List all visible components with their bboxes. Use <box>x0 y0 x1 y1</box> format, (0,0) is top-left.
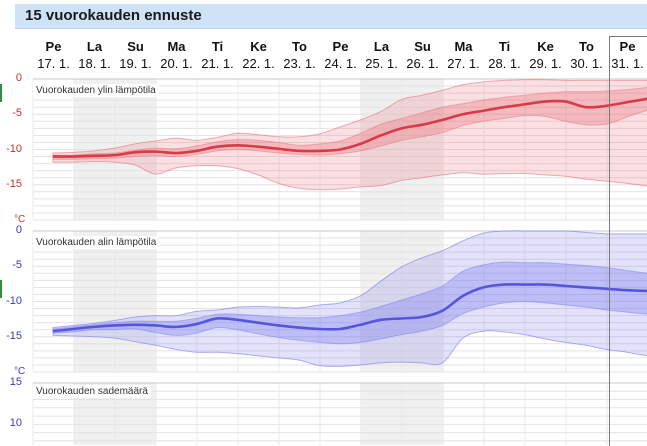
date-label: 27. 1. <box>447 56 480 71</box>
day-header: Pe 31. 1. <box>607 38 647 76</box>
day-header: Ma 20. 1. <box>156 38 197 76</box>
weekend-shading <box>361 383 402 445</box>
date-label: 22. 1. <box>242 56 275 71</box>
title-bar: 15 vuorokauden ennuste <box>15 4 647 29</box>
max-temp-unit: °C <box>14 214 26 225</box>
day-header: Ti 28. 1. <box>484 38 525 76</box>
day-header: Su 26. 1. <box>402 38 443 76</box>
page-title: 15 vuorokauden ennuste <box>25 7 202 24</box>
y-tick-label: -5 <box>12 259 22 272</box>
weekday-label: Pe <box>45 39 62 54</box>
weekday-label: Ma <box>167 39 186 54</box>
weekday-label: La <box>86 39 103 54</box>
date-label: 30. 1. <box>570 56 603 71</box>
day-header: Pe 24. 1. <box>320 38 361 76</box>
min-temp-unit: °C <box>14 366 26 377</box>
day-header: Ke 29. 1. <box>525 38 566 76</box>
date-label: 20. 1. <box>160 56 193 71</box>
date-label: 23. 1. <box>283 56 316 71</box>
day-header: Ma 27. 1. <box>443 38 484 76</box>
left-edge-mark <box>0 84 2 102</box>
weekday-label: Pe <box>332 39 349 54</box>
left-edge-mark <box>0 280 2 298</box>
day-header: La 18. 1. <box>74 38 115 76</box>
precip-panel-title: Vuorokauden sademäärä <box>33 385 151 398</box>
date-label: 29. 1. <box>529 56 562 71</box>
date-label: 24. 1. <box>324 56 357 71</box>
day-header: To 30. 1. <box>566 38 607 76</box>
weekday-label: Su <box>414 39 431 54</box>
weekday-label: Ke <box>250 39 267 54</box>
y-tick-label: -15 <box>6 329 22 342</box>
y-tick-label: -5 <box>12 107 22 120</box>
date-label: 17. 1. <box>37 56 70 71</box>
weekday-label: Su <box>127 39 144 54</box>
max-temp-inner-band <box>52 87 647 160</box>
min-temp-outer-band <box>52 230 647 367</box>
y-tick-label: -15 <box>6 177 22 190</box>
date-label: 26. 1. <box>406 56 439 71</box>
y-tick-label: 0 <box>15 72 22 84</box>
date-label: 18. 1. <box>78 56 111 71</box>
weekday-label: Ke <box>537 39 554 54</box>
weekday-label: Pe <box>619 39 636 54</box>
day-header: To 23. 1. <box>279 38 320 76</box>
date-label: 19. 1. <box>119 56 152 71</box>
weekend-shading <box>402 383 443 445</box>
day-header: La 25. 1. <box>361 38 402 76</box>
min-temp-median-line <box>52 283 647 333</box>
y-tick-label: 10 <box>9 417 22 430</box>
y-tick-label: -10 <box>6 142 22 155</box>
y-tick-label: 15 <box>9 376 22 388</box>
weekday-label: La <box>373 39 390 54</box>
day-header: Ti 21. 1. <box>197 38 238 76</box>
day-header: Su 19. 1. <box>115 38 156 76</box>
max-temp-median-line <box>52 97 647 158</box>
weekday-label: Ti <box>498 39 511 54</box>
weekday-label: To <box>292 39 307 54</box>
max-temp-panel-title: Vuorokauden ylin lämpötila <box>33 84 159 97</box>
y-tick-label: 0 <box>15 224 22 236</box>
y-tick-label: -10 <box>6 294 22 307</box>
date-label: 28. 1. <box>488 56 521 71</box>
day-header: Ke 22. 1. <box>238 38 279 76</box>
weekday-label: To <box>579 39 594 54</box>
date-label: 21. 1. <box>201 56 234 71</box>
weekday-label: Ti <box>211 39 224 54</box>
day-header: Pe 17. 1. <box>33 38 74 76</box>
weekday-label: Ma <box>454 39 473 54</box>
date-label: 25. 1. <box>365 56 398 71</box>
min-temp-panel-title: Vuorokauden alin lämpötila <box>33 236 160 249</box>
date-label: 31. 1. <box>611 56 644 71</box>
